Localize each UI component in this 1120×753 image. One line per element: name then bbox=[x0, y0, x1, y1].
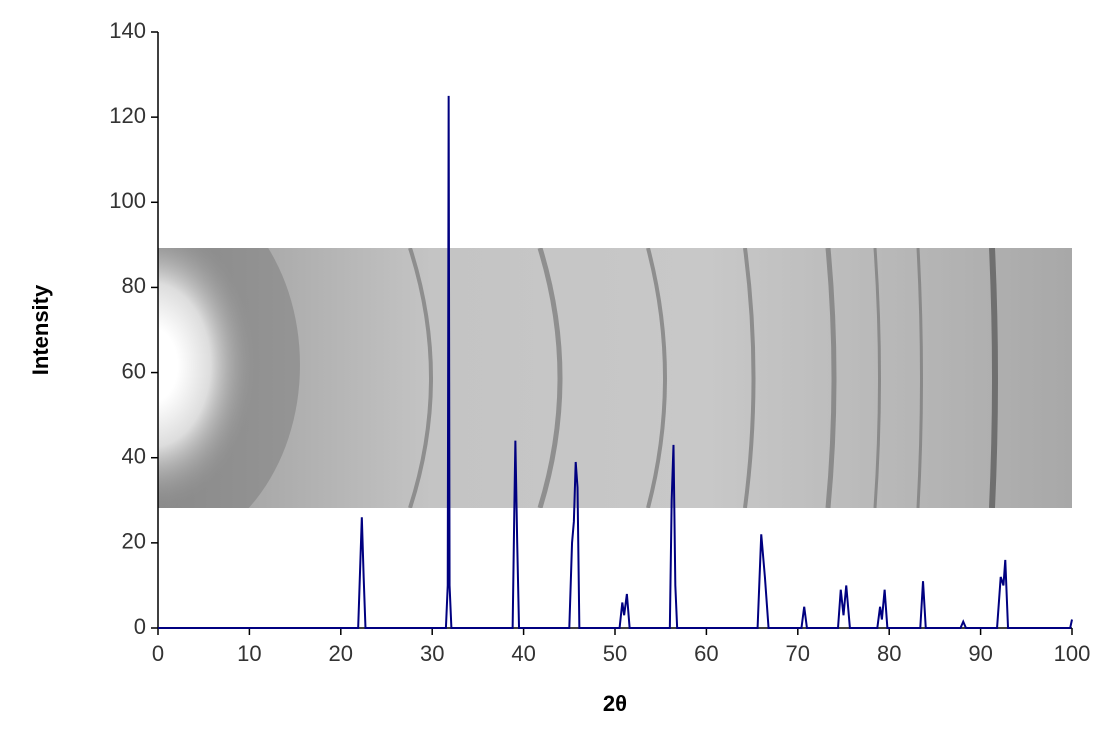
y-tick-label: 0 bbox=[134, 614, 146, 639]
y-tick-label: 140 bbox=[109, 18, 146, 43]
x-tick-label: 70 bbox=[786, 641, 810, 666]
x-tick-label: 0 bbox=[152, 641, 164, 666]
x-tick-label: 100 bbox=[1054, 641, 1091, 666]
x-tick-label: 40 bbox=[511, 641, 535, 666]
y-axis-title: Intensity bbox=[28, 284, 53, 375]
x-tick-label: 50 bbox=[603, 641, 627, 666]
x-axis-title: 2θ bbox=[603, 691, 627, 716]
x-tick-label: 20 bbox=[329, 641, 353, 666]
y-tick-label: 20 bbox=[122, 529, 146, 554]
data-line bbox=[158, 95, 1073, 629]
x-tick-label: 30 bbox=[420, 641, 444, 666]
x-tick-label: 80 bbox=[877, 641, 901, 666]
y-tick-label: 100 bbox=[109, 188, 146, 213]
x-tick-label: 60 bbox=[694, 641, 718, 666]
x-tick-label: 90 bbox=[968, 641, 992, 666]
y-tick-label: 80 bbox=[122, 273, 146, 298]
y-tick-label: 120 bbox=[109, 103, 146, 128]
x-tick-label: 10 bbox=[237, 641, 261, 666]
y-tick-label: 60 bbox=[122, 358, 146, 383]
y-tick-label: 40 bbox=[122, 444, 146, 469]
diffraction-image bbox=[158, 248, 1072, 508]
